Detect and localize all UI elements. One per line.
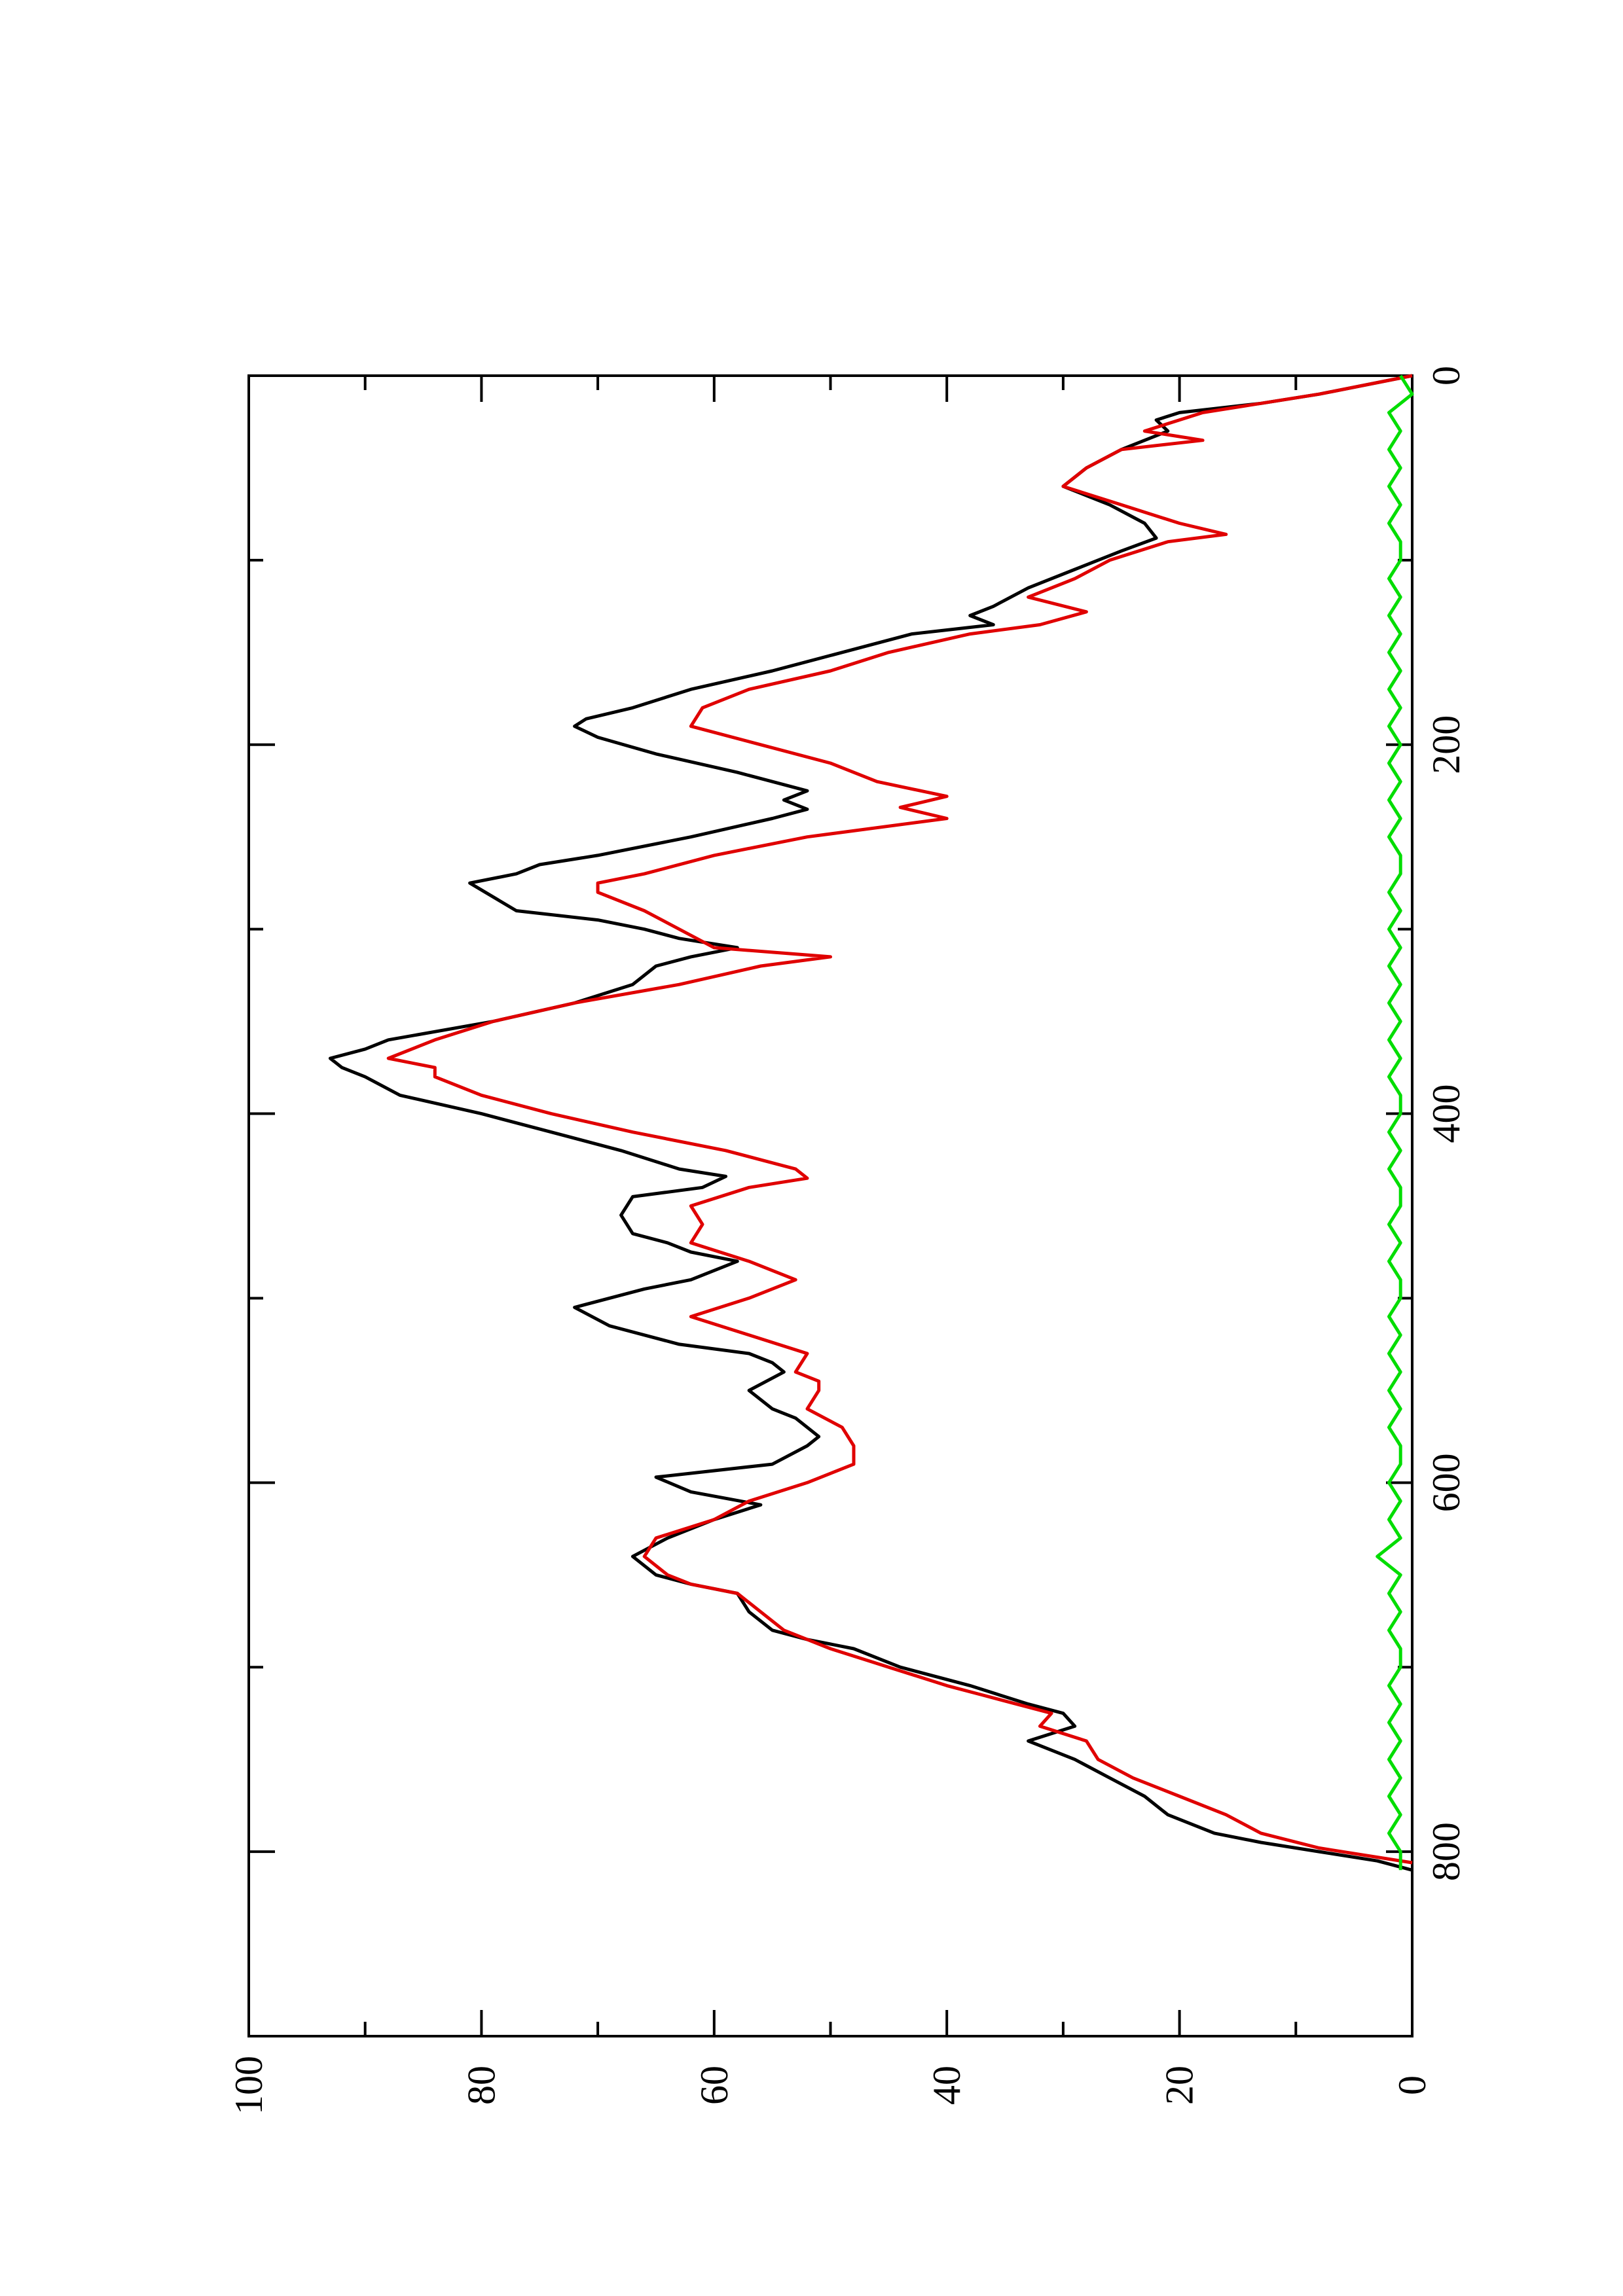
axis-tick-labels: 0 200 400 600 800 0 20 40 60 80 100	[227, 366, 1468, 2115]
x-tick-label: 800	[1425, 1822, 1468, 1881]
y-tick-label: 20	[1158, 2066, 1201, 2105]
x-tick-label: 600	[1425, 1453, 1468, 1512]
y-tick-label: 100	[227, 2056, 270, 2115]
plot-frame	[247, 374, 1413, 2037]
x-tick-label: 0	[1425, 366, 1468, 386]
series-layer	[328, 374, 1414, 1872]
axis-ticks	[247, 374, 1413, 2036]
x-tick-label: 400	[1425, 1085, 1468, 1143]
x-tick-label: 200	[1425, 715, 1468, 774]
y-tick-label: 0	[1391, 2075, 1434, 2095]
series-line-2	[386, 374, 1413, 1865]
y-tick-label: 40	[925, 2066, 968, 2105]
series-line-3	[1376, 374, 1414, 1871]
series-line-1	[328, 374, 1413, 1872]
y-tick-label: 60	[693, 2066, 736, 2105]
y-tick-label: 80	[460, 2066, 503, 2105]
